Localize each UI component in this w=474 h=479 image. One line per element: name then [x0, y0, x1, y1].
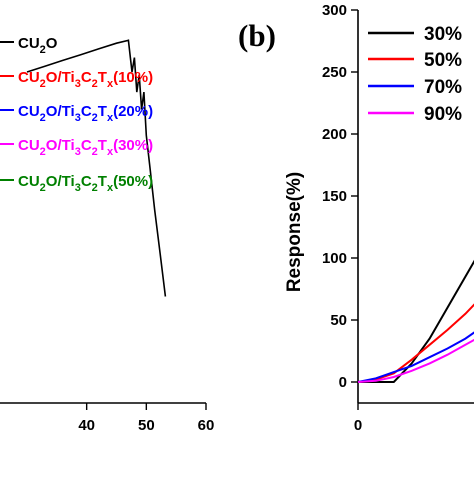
panel-b-y-tick-label: 50 — [330, 312, 347, 329]
panel-a-series-line-0 — [26, 39, 167, 297]
panel-b-y-tick-label: 200 — [322, 126, 347, 143]
panel-a-legend-label: CU2O/Ti3C2Tx(30%) — [18, 137, 153, 158]
panel-b-y-tick-label: 0 — [339, 374, 347, 391]
panel-a-legend-label: CU2O/Ti3C2Tx(20%) — [18, 103, 153, 124]
panel-b-series-line-3 — [357, 338, 474, 383]
panel-b-y-tick-label: 250 — [322, 64, 347, 81]
panel-b-series-line-1 — [357, 303, 474, 383]
panel-a-series-lines — [26, 39, 167, 297]
panel-b: (b) Response(%) 0 50 100 150 200 250 300 0 30%… — [238, 2, 474, 434]
panel-a-legend-label: CU2O — [18, 35, 58, 56]
panel-b-y-axis-label: Response(%) — [284, 172, 305, 292]
panel-a-x-ticks: 40 50 60 — [78, 403, 214, 434]
panel-a-x-tick-label: 50 — [138, 417, 155, 434]
panel-b-y-tick-label: 300 — [322, 2, 347, 19]
panel-b-x-tick-label: 0 — [354, 417, 362, 434]
panel-a-x-tick-label: 40 — [78, 417, 95, 434]
panel-b-y-ticks: 0 50 100 150 200 250 300 — [322, 2, 358, 391]
panel-b-legend-label: 90% — [424, 104, 462, 125]
panel-b-series-lines — [357, 259, 474, 383]
panel-b-series-line-0 — [358, 259, 474, 383]
panel-b-series-line-2 — [357, 331, 474, 383]
panel-b-legend-label: 70% — [424, 77, 462, 98]
panel-b-y-tick-label: 100 — [322, 250, 347, 267]
panel-b-legend-label: 30% — [424, 24, 462, 45]
panel-a-legend: CU2O CU2O/Ti3C2Tx(10%) CU2O/Ti3C2Tx(20%) CU… — [0, 35, 153, 194]
panel-b-y-tick-label: 150 — [322, 188, 347, 205]
panel-b-label: (b) — [238, 18, 276, 53]
panel-a-legend-label: CU2O/Ti3C2Tx(10%) — [18, 69, 153, 90]
panel-a-legend-label: CU2O/Ti3C2Tx(50%) — [18, 173, 153, 194]
panel-a-x-tick-label: 60 — [198, 417, 215, 434]
panel-b-x-ticks: 0 — [354, 403, 362, 434]
panel-b-legend-label: 50% — [424, 50, 462, 71]
panel-b-legend: 30% 50% 70% 90% — [368, 24, 462, 125]
panel-a: 40 50 60 CU2O CU2O/Ti3C2Tx(10%) CU2O/Ti3C2Tx… — [0, 35, 214, 434]
